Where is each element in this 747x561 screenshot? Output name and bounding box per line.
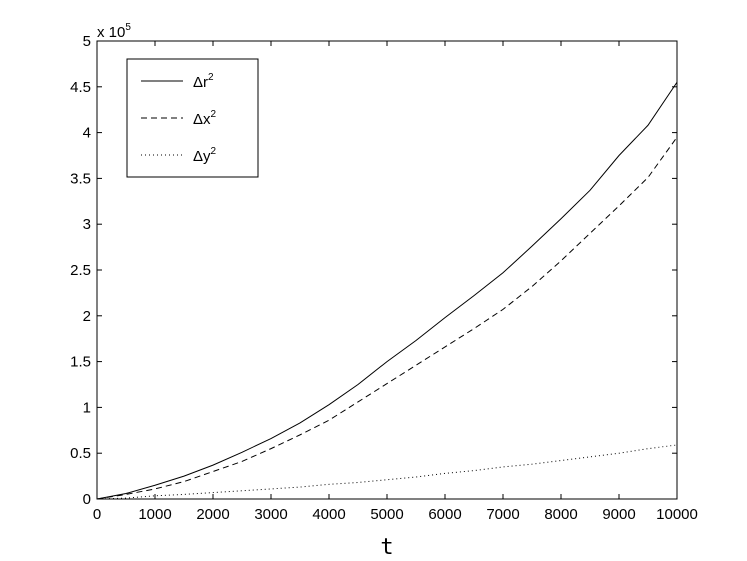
y-tick-labels: 0 0.5 1 1.5 2 2.5 3 3.5 4 4.5 5 — [70, 33, 91, 508]
series-line-solid — [96, 81, 678, 500]
y-tick-label: 1.5 — [70, 354, 91, 371]
x-axis-label: t — [380, 535, 393, 560]
x-tick-label: 0 — [93, 506, 101, 523]
y-multiplier-base: x 10 — [97, 24, 125, 41]
legend-label: Δx2 — [193, 109, 217, 128]
y-multiplier-exponent: 5 — [125, 22, 131, 33]
legend-label-superscript: 2 — [211, 109, 217, 120]
x-tick-label: 6000 — [428, 506, 461, 523]
series-layer — [96, 81, 678, 500]
x-tick-label: 7000 — [486, 506, 519, 523]
legend-label-name: Δy — [193, 148, 211, 165]
legend-label-name: Δr — [193, 74, 208, 91]
x-tick-label: 3000 — [254, 506, 287, 523]
legend-label-name: Δx — [193, 111, 211, 128]
y-tick-label: 4.5 — [70, 79, 91, 96]
y-tick-label: 5 — [83, 33, 91, 50]
x-tick-label: 2000 — [196, 506, 229, 523]
legend-label: Δr2 — [193, 72, 214, 91]
x-tick-labels: 0 1000 2000 3000 4000 5000 6000 7000 8000 9000 100… — [93, 506, 698, 523]
y-tick-label: 2.5 — [70, 262, 91, 279]
y-tick-label: 1 — [83, 399, 91, 416]
legend-label-superscript: 2 — [211, 146, 217, 157]
x-tick-label: 9000 — [602, 506, 635, 523]
x-tick-label: 5000 — [370, 506, 403, 523]
y-tick-label: 0.5 — [70, 445, 91, 462]
y-tick-label: 0 — [83, 491, 91, 508]
y-tick-label: 4 — [83, 125, 91, 142]
series-line-dotted — [96, 444, 678, 500]
y-tick-label: 2 — [83, 308, 91, 325]
x-tick-label: 8000 — [544, 506, 577, 523]
legend-box — [126, 58, 259, 178]
x-tick-label: 10000 — [656, 506, 698, 523]
y-tick-label: 3.5 — [70, 170, 91, 187]
legend-label: Δy2 — [193, 146, 217, 165]
series-line-dashed — [96, 136, 678, 500]
legend-label-superscript: 2 — [208, 72, 214, 83]
x-tick-label: 4000 — [312, 506, 345, 523]
x-tick-label: 1000 — [138, 506, 171, 523]
y-multiplier: x 105 — [97, 22, 131, 41]
y-tick-label: 3 — [83, 216, 91, 233]
axis-ticks — [96, 40, 678, 500]
